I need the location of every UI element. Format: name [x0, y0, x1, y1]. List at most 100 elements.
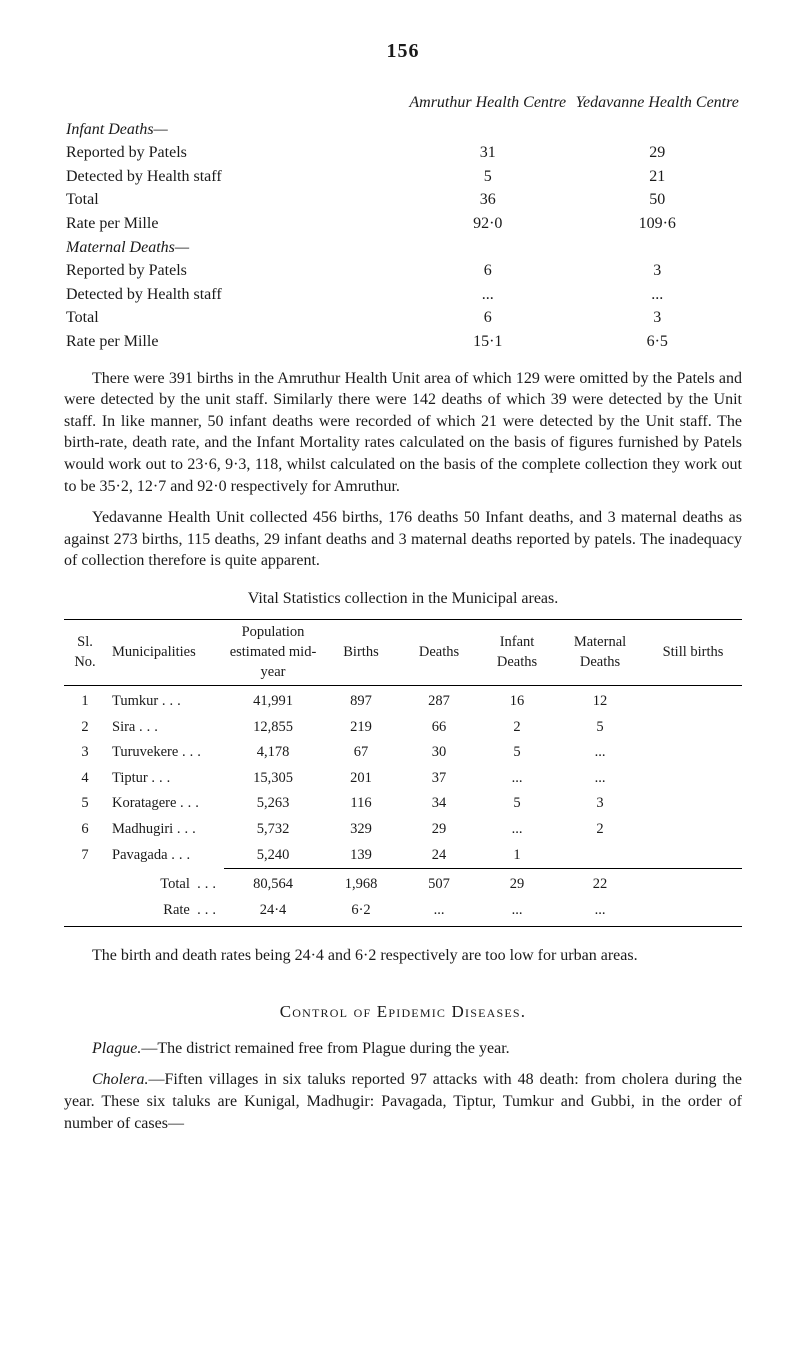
- cell-infant: 5: [478, 791, 556, 817]
- th-deaths: Deaths: [400, 620, 478, 686]
- cell-maternal: ...: [556, 740, 644, 766]
- para-1: There were 391 births in the Amruthur He…: [64, 368, 742, 498]
- intro-col-header: Amruthur Health Centre: [403, 91, 573, 118]
- total-pop: 80,564: [224, 869, 322, 898]
- cell-maternal: 5: [556, 715, 644, 741]
- cholera-text: —Fiften villages in six taluks reported …: [64, 1071, 742, 1131]
- total-maternal: 22: [556, 869, 644, 898]
- intro-row-val-a: 5: [403, 165, 573, 189]
- rate-deaths: ...: [400, 898, 478, 927]
- intro-row-label: Reported by Patels: [64, 141, 403, 165]
- cell-pop: 41,991: [224, 686, 322, 715]
- control-title: Control of Epidemic Diseases.: [280, 1002, 526, 1021]
- plague-label: Plague.: [92, 1040, 141, 1057]
- total-infant: 29: [478, 869, 556, 898]
- cell-maternal: 3: [556, 791, 644, 817]
- th-muni: Municipalities: [106, 620, 224, 686]
- th-pop: Population estimated mid-year: [224, 620, 322, 686]
- total-still: [644, 869, 742, 898]
- intro-row-val-b: 6·5: [573, 330, 743, 354]
- cholera-label: Cholera.: [92, 1071, 148, 1088]
- intro-group-head: Maternal Deaths—: [64, 236, 742, 260]
- cell-deaths: 30: [400, 740, 478, 766]
- cell-name: Madhugiri ...: [106, 817, 224, 843]
- total-label: Total ...: [106, 869, 224, 898]
- cell-pop: 5,263: [224, 791, 322, 817]
- cell-maternal: ...: [556, 766, 644, 792]
- rate-births: 6·2: [322, 898, 400, 927]
- cell-births: 201: [322, 766, 400, 792]
- cell-still: [644, 817, 742, 843]
- intro-row-val-b: 3: [573, 259, 743, 283]
- intro-row-label: Rate per Mille: [64, 212, 403, 236]
- cell-sl: 6: [64, 817, 106, 843]
- cholera-para: Cholera.—Fiften villages in six taluks r…: [64, 1069, 742, 1134]
- para-2: Yedavanne Health Unit collected 456 birt…: [64, 507, 742, 572]
- cell-births: 139: [322, 843, 400, 869]
- intro-row-val-a: 15·1: [403, 330, 573, 354]
- intro-group-head: Infant Deaths—: [64, 118, 742, 142]
- table-total-row: Total ...80,5641,9685072922: [64, 869, 742, 898]
- intro-row-val-b: 109·6: [573, 212, 743, 236]
- cell-births: 897: [322, 686, 400, 715]
- cell-pop: 5,732: [224, 817, 322, 843]
- cell-births: 219: [322, 715, 400, 741]
- cell-deaths: 287: [400, 686, 478, 715]
- cell-still: [644, 715, 742, 741]
- cell-name: Tumkur ...: [106, 686, 224, 715]
- cell-births: 116: [322, 791, 400, 817]
- cell-pop: 15,305: [224, 766, 322, 792]
- intro-row-val-b: 3: [573, 306, 743, 330]
- th-births: Births: [322, 620, 400, 686]
- intro-row-val-a: ...: [403, 283, 573, 307]
- cell-sl: 2: [64, 715, 106, 741]
- intro-row-val-a: 6: [403, 306, 573, 330]
- cell-name: Tiptur ...: [106, 766, 224, 792]
- total-deaths: 507: [400, 869, 478, 898]
- cell-deaths: 34: [400, 791, 478, 817]
- cell-deaths: 24: [400, 843, 478, 869]
- intro-row-val-b: ...: [573, 283, 743, 307]
- cell-name: Sira ...: [106, 715, 224, 741]
- intro-row-label: Detected by Health staff: [64, 283, 403, 307]
- intro-row-val-b: 29: [573, 141, 743, 165]
- cell-infant: ...: [478, 766, 556, 792]
- cell-sl: 1: [64, 686, 106, 715]
- cell-infant: 16: [478, 686, 556, 715]
- table-row: 4Tiptur ...15,30520137......: [64, 766, 742, 792]
- cell-sl: 4: [64, 766, 106, 792]
- rate-still: [644, 898, 742, 927]
- cell-still: [644, 791, 742, 817]
- cell-sl: 5: [64, 791, 106, 817]
- cell-infant: ...: [478, 817, 556, 843]
- intro-row-val-b: 21: [573, 165, 743, 189]
- cell-infant: 1: [478, 843, 556, 869]
- intro-row-label: Rate per Mille: [64, 330, 403, 354]
- cell-pop: 12,855: [224, 715, 322, 741]
- stats-table: Sl. No. Municipalities Population estima…: [64, 619, 742, 927]
- cell-sl: 7: [64, 843, 106, 869]
- intro-row-val-b: 50: [573, 188, 743, 212]
- cell-infant: 2: [478, 715, 556, 741]
- para-3: The birth and death rates being 24·4 and…: [64, 945, 742, 967]
- rate-label: Rate ...: [106, 898, 224, 927]
- cell-still: [644, 843, 742, 869]
- th-sl: Sl. No.: [64, 620, 106, 686]
- intro-row-val-a: 31: [403, 141, 573, 165]
- cell-still: [644, 686, 742, 715]
- cell-name: Turuvekere ...: [106, 740, 224, 766]
- cell-deaths: 66: [400, 715, 478, 741]
- th-still: Still births: [644, 620, 742, 686]
- intro-row-label: Reported by Patels: [64, 259, 403, 283]
- table-row: 5Koratagere ...5,2631163453: [64, 791, 742, 817]
- cell-pop: 4,178: [224, 740, 322, 766]
- plague-text: —The district remained free from Plague …: [141, 1040, 509, 1057]
- cell-maternal: 2: [556, 817, 644, 843]
- intro-row-val-a: 92·0: [403, 212, 573, 236]
- table-row: 2Sira ...12,8552196625: [64, 715, 742, 741]
- vital-stats-title: Vital Statistics collection in the Munic…: [64, 588, 742, 610]
- cell-name: Koratagere ...: [106, 791, 224, 817]
- th-mat: Maternal Deaths: [556, 620, 644, 686]
- plague-para: Plague.—The district remained free from …: [64, 1038, 742, 1060]
- cell-deaths: 37: [400, 766, 478, 792]
